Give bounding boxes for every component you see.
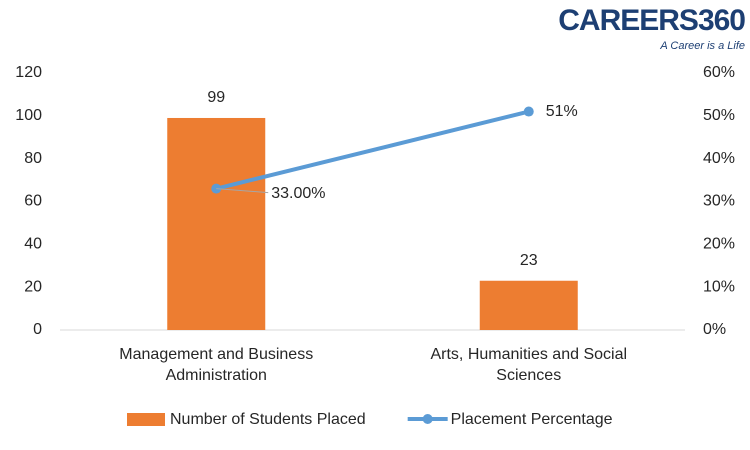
leader-line: [216, 188, 269, 194]
data-label: 51%: [546, 103, 578, 120]
line-marker: [523, 106, 534, 117]
y2-tick-label: 20%: [703, 236, 735, 253]
y2-tick-label: 30%: [703, 193, 735, 210]
line: [215, 109, 530, 191]
y-tick-label: 20: [24, 278, 42, 295]
data-label: 33.00%: [271, 185, 325, 202]
y-tick-label: 40: [24, 236, 42, 253]
y-tick-label: 100: [15, 107, 42, 124]
logo-tagline: A Career is a Life: [659, 40, 745, 52]
y2-tick-label: 0%: [703, 321, 726, 338]
y2-tick-label: 40%: [703, 150, 735, 167]
bar: [479, 280, 578, 330]
data-label: 99: [207, 89, 225, 106]
legend-label: Number of Students Placed: [170, 411, 366, 428]
legend-swatch: [422, 414, 433, 424]
legend-label: Placement Percentage: [451, 411, 613, 428]
y2-tick-label: 60%: [703, 64, 735, 81]
y2-tick-label: 50%: [703, 107, 735, 124]
data-label: 23: [520, 252, 538, 269]
y2-tick-label: 10%: [703, 278, 735, 295]
bar: [167, 117, 266, 330]
x-tick-label: Management and Business Administration: [119, 346, 314, 384]
legend-swatch: [127, 413, 165, 426]
y-tick-label: 60: [24, 193, 42, 210]
logo-text: CAREERS360: [558, 4, 745, 37]
y-tick-label: 0: [33, 321, 42, 338]
x-tick-label: Arts, Humanities and Social Sciences: [430, 346, 628, 384]
y-tick-label: 120: [15, 64, 42, 81]
y-tick-label: 80: [24, 150, 42, 167]
